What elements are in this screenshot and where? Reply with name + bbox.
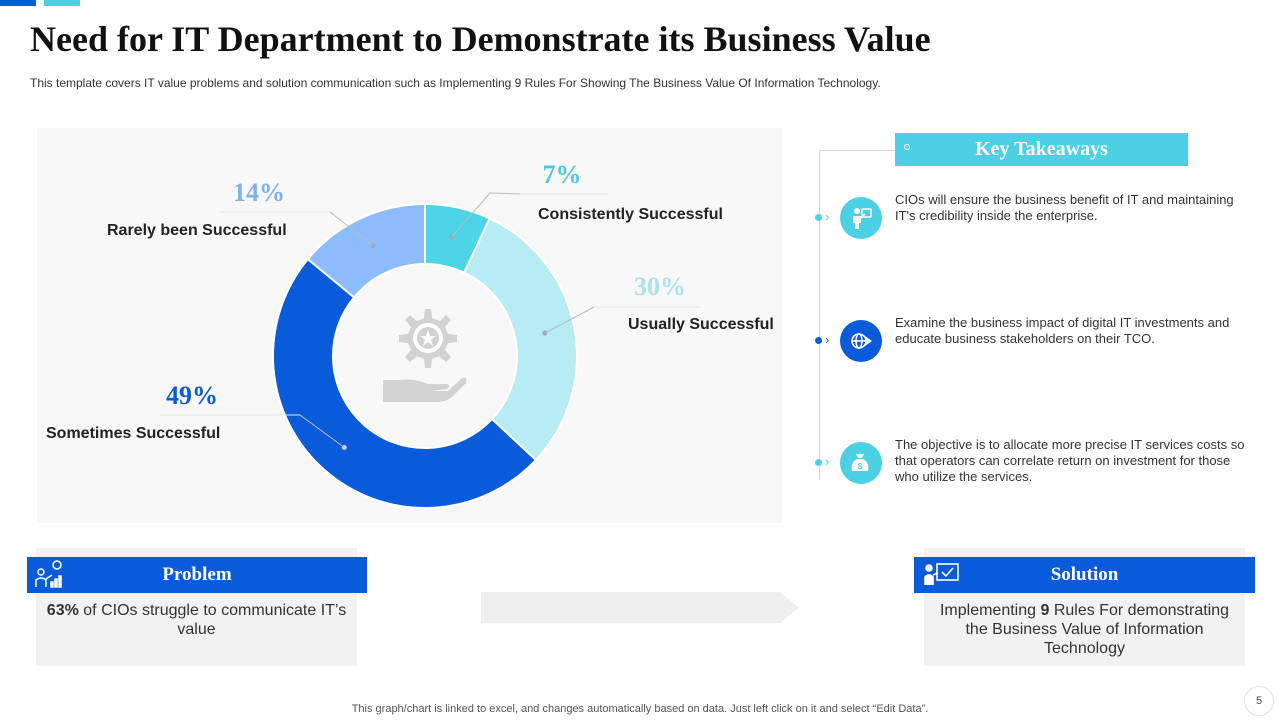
timeline-dot: [815, 337, 822, 344]
chart-footnote: This graph/chart is linked to excel, and…: [351, 703, 929, 715]
leader-line: [544, 306, 595, 334]
timeline-line: [819, 150, 820, 480]
problem-title: Problem: [162, 564, 232, 585]
key-takeaways-header: Key Takeaways: [895, 133, 1188, 166]
takeaway-text: The objective is to allocate more precis…: [895, 437, 1245, 484]
chevron-right-icon: ›: [825, 332, 830, 347]
problem-text: 63% of CIOs struggle to communicate IT’s…: [46, 601, 347, 639]
globe-arrow-icon: [840, 320, 882, 362]
data-label-percent: 7%: [543, 160, 582, 189]
page-title: Need for IT Department to Demonstrate it…: [30, 19, 931, 59]
chevron-right-icon: ›: [825, 209, 830, 224]
donut-slice-rarely-been-successful[interactable]: [306, 202, 426, 299]
solution-text-after: Rules For demonstrating the Business Val…: [965, 602, 1230, 657]
gear-hand-icon: [383, 309, 467, 402]
solution-number: 9: [1040, 602, 1050, 619]
page-number: 5: [1244, 686, 1274, 716]
takeaway-item: › $ The objective is to allocate more pr…: [812, 437, 1252, 488]
money-bag-icon: $: [840, 442, 882, 484]
person-chart-icon: [32, 559, 64, 591]
problem-description: of CIOs struggle to communicate IT’s val…: [78, 602, 347, 638]
data-label-percent: 49%: [166, 381, 218, 410]
problem-stat: 63%: [46, 602, 79, 619]
person-presenting-icon: [840, 197, 882, 239]
chevron-right-icon: ›: [825, 454, 830, 469]
data-label-percent: 14%: [233, 178, 285, 207]
takeaway-item: › Examine the business impact of digital…: [812, 315, 1252, 366]
takeaway-text: Examine the business impact of digital I…: [895, 315, 1230, 346]
solution-title: Solution: [1050, 564, 1119, 585]
data-label-category: Usually Successful: [628, 316, 774, 333]
takeaway-text: CIOs will ensure the business benefit of…: [895, 192, 1234, 223]
leader-line: [451, 192, 521, 238]
timeline-dot: [815, 214, 822, 221]
solution-text: Implementing 9 Rules For demonstrating t…: [934, 601, 1235, 658]
arrow-connector: [481, 592, 799, 623]
timeline-dot: [815, 459, 822, 466]
timeline-connector: [819, 150, 895, 151]
data-label-category: Consistently Successful: [538, 206, 723, 223]
header-bullet-icon: [904, 144, 910, 150]
data-label-category: Rarely been Successful: [107, 222, 287, 239]
solution-header: Solution: [914, 557, 1255, 593]
data-label-category: Sometimes Successful: [46, 425, 220, 442]
key-takeaways-title: Key Takeaways: [975, 138, 1108, 160]
accent-bar-cyan: [44, 0, 80, 6]
page-subtitle: This template covers IT value problems a…: [30, 76, 881, 90]
donut-slice-usually-successful[interactable]: [462, 217, 578, 462]
data-label-percent: 30%: [634, 272, 686, 301]
donut-slice-sometimes-successful[interactable]: [272, 257, 538, 509]
problem-header: Problem: [27, 557, 367, 593]
solution-text-before: Implementing: [939, 602, 1041, 619]
svg-text:$: $: [858, 462, 863, 471]
takeaway-item: › CIOs will ensure the business benefit …: [812, 192, 1252, 243]
accent-bar-blue: [0, 0, 36, 6]
presenter-board-icon: [922, 561, 962, 589]
